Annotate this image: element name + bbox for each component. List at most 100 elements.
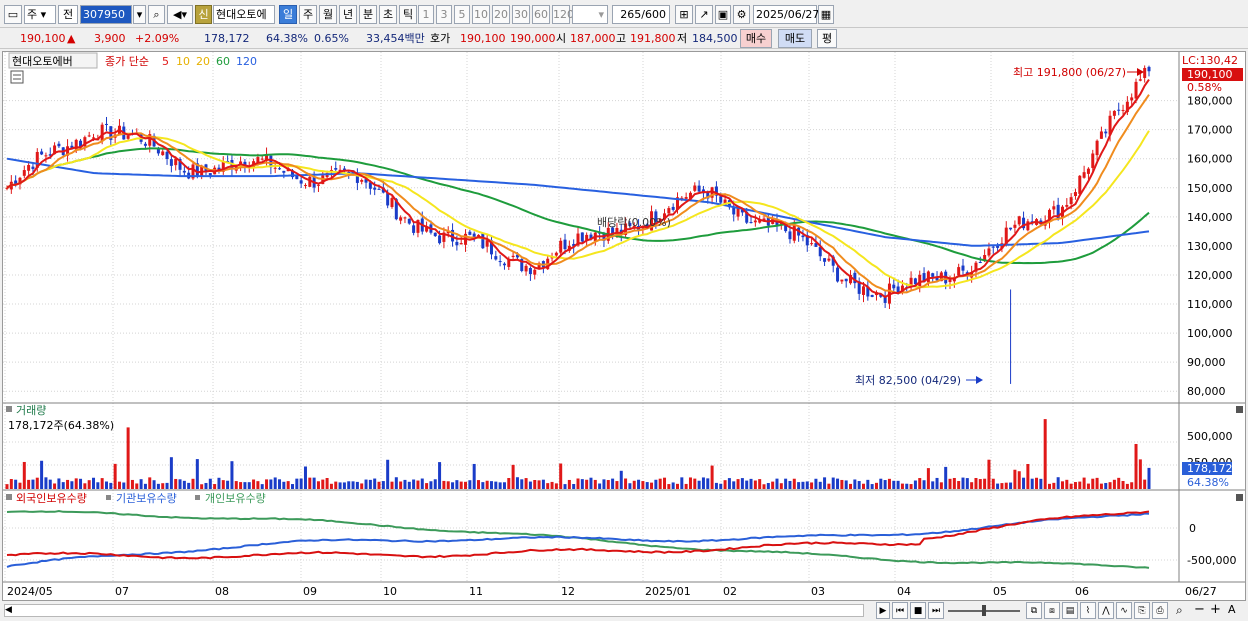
copy-icon[interactable]: ⎘ xyxy=(1134,602,1150,619)
volume-bar xyxy=(900,483,904,489)
volume-bar xyxy=(827,483,831,489)
scrollbar-track[interactable]: ◀ xyxy=(4,604,864,617)
interval-60[interactable]: 60 xyxy=(532,5,550,24)
wave-icon[interactable]: ∿ xyxy=(1116,602,1132,619)
print-icon[interactable]: ⎙ xyxy=(1152,602,1168,619)
volume-bar xyxy=(481,482,485,489)
stop-icon[interactable]: ■ xyxy=(910,602,926,619)
interval-1[interactable]: 1 xyxy=(418,5,434,24)
chart-area: 현대오토에버 종가 단순 5 10 20 60 120 LC:130,42 19… xyxy=(2,51,1246,601)
interval-3[interactable]: 3 xyxy=(436,5,452,24)
volume-bar xyxy=(801,481,805,489)
volume-bar xyxy=(329,483,333,489)
draw-icon[interactable]: ↗ xyxy=(695,5,713,24)
buy-button[interactable]: 매수 xyxy=(740,29,772,48)
volume-bar xyxy=(645,482,649,489)
candle-body xyxy=(983,254,987,262)
volume-bar xyxy=(1086,483,1090,489)
auto-scale-icon[interactable]: A xyxy=(1228,603,1236,616)
volume-bar xyxy=(1130,482,1134,489)
period-month[interactable]: 월 xyxy=(319,5,337,24)
pattern-icon[interactable]: ⌇ xyxy=(1080,602,1096,619)
zoom-slider[interactable] xyxy=(948,605,1020,616)
period-second[interactable]: 초 xyxy=(379,5,397,24)
gear-icon[interactable]: ⚙ xyxy=(733,5,750,24)
last-icon[interactable]: ⏭ xyxy=(928,602,944,619)
volume-bar xyxy=(1073,482,1077,489)
period-tick[interactable]: 틱 xyxy=(399,5,417,24)
zoom-out-icon[interactable]: − xyxy=(1194,602,1205,617)
volume-bar xyxy=(438,462,442,489)
zoom-slider-handle[interactable] xyxy=(982,605,986,616)
volume-bar xyxy=(585,479,589,489)
candle-body xyxy=(390,198,394,207)
zoom-in-icon[interactable]: + xyxy=(1210,602,1221,617)
volume-bar xyxy=(697,480,701,489)
candle-body xyxy=(801,235,805,238)
interval-custom-select[interactable]: ▾ xyxy=(572,5,608,24)
search-icon[interactable]: ⌕ xyxy=(148,5,165,24)
candle-body xyxy=(269,155,273,168)
volume-bar xyxy=(576,478,580,489)
compare-icon[interactable]: ⧈ xyxy=(1044,602,1060,619)
speaker-icon[interactable]: ◀▾ xyxy=(167,5,193,24)
panel-close-icon[interactable] xyxy=(1236,494,1243,501)
chevron-down-icon[interactable]: ▾ xyxy=(133,5,146,24)
calendar-icon[interactable]: ▦ xyxy=(818,5,834,24)
grid-icon[interactable]: ▤ xyxy=(1062,602,1078,619)
layout-icon[interactable]: ⧉ xyxy=(1026,602,1042,619)
play-icon[interactable]: ▶ xyxy=(876,602,890,619)
code-input[interactable]: 307950 xyxy=(80,5,132,24)
volume-bar xyxy=(1013,469,1017,489)
panel-close-icon[interactable] xyxy=(1236,406,1243,413)
calculator-icon[interactable] xyxy=(10,70,24,84)
volume-bar xyxy=(554,483,558,489)
interval-30[interactable]: 30 xyxy=(512,5,530,24)
scroll-left-icon[interactable]: ◀ xyxy=(5,605,12,615)
volume-bar xyxy=(771,481,775,489)
volume-bar xyxy=(403,479,407,489)
volume-bar xyxy=(974,477,978,489)
first-icon[interactable]: ⏮ xyxy=(892,602,908,619)
candle-body xyxy=(931,273,935,277)
volume-bar xyxy=(883,480,887,489)
count-field[interactable]: 265/600 xyxy=(612,5,670,24)
eval-button[interactable]: 평 xyxy=(817,29,837,48)
period-day[interactable]: 일 xyxy=(279,5,297,24)
save-icon[interactable]: ▣ xyxy=(715,5,731,24)
period-week[interactable]: 주 xyxy=(299,5,317,24)
volume-bar xyxy=(1030,478,1034,489)
date-input[interactable]: 2025/06/27 xyxy=(753,5,819,24)
market-select[interactable]: 주 ▾ xyxy=(24,5,56,24)
interval-10[interactable]: 10 xyxy=(472,5,490,24)
candle-body xyxy=(836,267,840,282)
price-tick-label: 90,000 xyxy=(1187,356,1226,369)
period-year[interactable]: 년 xyxy=(339,5,357,24)
volume-bar xyxy=(836,478,840,489)
mode-button[interactable]: 전 xyxy=(58,5,78,24)
chart-svg[interactable]: 현대오토에버 종가 단순 5 10 20 60 120 LC:130,42 19… xyxy=(3,52,1245,600)
period-minute[interactable]: 분 xyxy=(359,5,377,24)
volume-bar xyxy=(96,482,100,489)
vol-last-tag-bg xyxy=(1182,462,1232,475)
crosshair-icon[interactable]: ⊞ xyxy=(675,5,693,24)
interval-120[interactable]: 120 xyxy=(552,5,574,24)
candle-body xyxy=(550,257,554,259)
zoom-search-icon[interactable]: ⌕ xyxy=(1176,603,1183,617)
volume-bar xyxy=(221,480,225,489)
candle-body xyxy=(44,155,48,157)
menu-icon[interactable]: ▭ xyxy=(4,5,22,24)
ma10-line xyxy=(6,94,1150,295)
candle-body xyxy=(373,187,377,190)
volume-bar xyxy=(126,427,130,489)
volume-bar xyxy=(165,482,169,489)
sell-button[interactable]: 매도 xyxy=(778,29,812,48)
legend-name-box[interactable] xyxy=(8,52,98,69)
volume-bar xyxy=(680,477,684,489)
volume-bar xyxy=(429,481,433,489)
candle-body xyxy=(1017,216,1021,225)
interval-20[interactable]: 20 xyxy=(492,5,510,24)
interval-5[interactable]: 5 xyxy=(454,5,470,24)
trend-icon[interactable]: ⋀ xyxy=(1098,602,1114,619)
volume-bar xyxy=(948,478,952,489)
